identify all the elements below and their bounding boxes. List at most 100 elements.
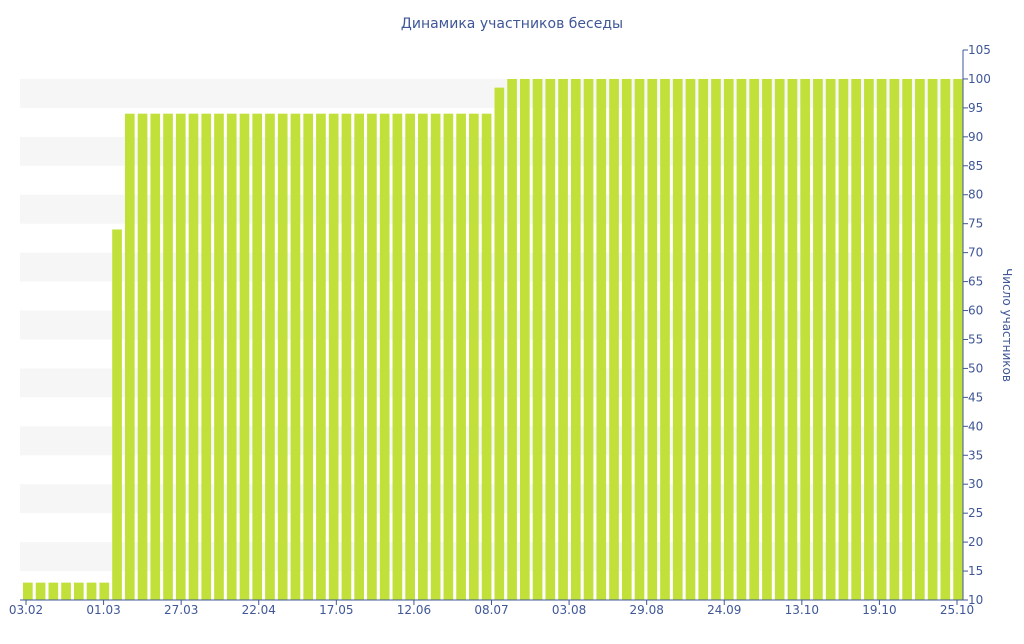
bar bbox=[838, 78, 849, 600]
bar bbox=[341, 113, 352, 601]
bar bbox=[813, 78, 823, 600]
bar bbox=[609, 78, 619, 600]
bar bbox=[73, 582, 84, 600]
y-tick-label: 35 bbox=[968, 448, 983, 462]
bar bbox=[558, 78, 568, 600]
y-axis-label: Число участников bbox=[1000, 268, 1014, 382]
bar bbox=[316, 113, 326, 601]
bar bbox=[800, 78, 811, 600]
y-tick-label: 65 bbox=[968, 275, 983, 289]
bar bbox=[86, 582, 97, 600]
y-tick-label: 85 bbox=[968, 159, 983, 173]
x-tick-label: 27.03 bbox=[164, 603, 198, 617]
bar bbox=[150, 113, 161, 601]
bar bbox=[277, 113, 288, 601]
bar bbox=[570, 78, 581, 600]
bar bbox=[481, 113, 492, 601]
y-tick-label: 45 bbox=[968, 390, 983, 404]
bar bbox=[354, 113, 364, 601]
y-axis: 10 15 20 25 30 35 40 45 50 55 60 65 70 75 80 85 90 95 100 1… bbox=[962, 43, 991, 607]
x-tick-label: 08.07 bbox=[474, 603, 508, 617]
y-tick-label: 25 bbox=[968, 506, 983, 520]
bar bbox=[915, 78, 925, 600]
bar bbox=[876, 78, 887, 600]
y-tick-label: 40 bbox=[968, 419, 983, 433]
bar bbox=[634, 78, 645, 600]
x-axis: 03.02 01.03 27.03 22.04 17.05 12.06 08.07 03.08… bbox=[9, 599, 974, 617]
bar bbox=[443, 113, 454, 601]
bar bbox=[392, 113, 403, 601]
bar bbox=[61, 582, 71, 600]
bar bbox=[175, 113, 186, 601]
bar bbox=[265, 113, 275, 601]
y-tick-label: 50 bbox=[968, 361, 983, 375]
bar bbox=[328, 113, 339, 601]
bar bbox=[48, 582, 59, 600]
bar bbox=[303, 113, 314, 601]
bar bbox=[851, 78, 861, 600]
bar bbox=[163, 113, 173, 601]
bar bbox=[940, 78, 951, 600]
bar bbox=[927, 78, 938, 600]
bar bbox=[137, 113, 148, 601]
bar bbox=[685, 78, 696, 600]
x-tick-label: 03.08 bbox=[552, 603, 586, 617]
bar bbox=[723, 78, 734, 600]
bar bbox=[124, 113, 135, 601]
bar bbox=[112, 229, 122, 600]
bar bbox=[647, 78, 658, 600]
bar bbox=[672, 78, 683, 600]
y-tick-label: 70 bbox=[968, 246, 983, 260]
bar bbox=[532, 78, 543, 600]
y-tick-label: 90 bbox=[968, 130, 983, 144]
bar bbox=[902, 78, 912, 600]
bar bbox=[214, 113, 224, 601]
bar bbox=[418, 113, 428, 601]
x-tick-label: 17.05 bbox=[319, 603, 353, 617]
chart-title: Динамика участников беседы bbox=[401, 16, 623, 32]
x-tick-label: 03.02 bbox=[9, 603, 43, 617]
bar bbox=[201, 113, 212, 601]
bar bbox=[188, 113, 199, 601]
bar bbox=[252, 113, 263, 601]
bar bbox=[226, 113, 237, 601]
bar bbox=[596, 78, 607, 600]
y-tick-label: 100 bbox=[968, 72, 991, 86]
bar bbox=[23, 582, 33, 600]
x-tick-label: 13.10 bbox=[785, 603, 819, 617]
bars bbox=[23, 78, 963, 601]
bar bbox=[774, 78, 785, 600]
bar bbox=[953, 78, 963, 600]
y-tick-label: 10 bbox=[968, 593, 983, 607]
bar bbox=[469, 113, 479, 601]
bar bbox=[711, 78, 721, 600]
bar bbox=[660, 78, 670, 600]
x-tick-label: 12.06 bbox=[397, 603, 431, 617]
bar bbox=[762, 78, 772, 600]
bar bbox=[519, 78, 530, 600]
bar bbox=[99, 582, 110, 600]
y-tick-label: 60 bbox=[968, 304, 983, 318]
bar bbox=[787, 78, 798, 600]
bar bbox=[239, 113, 250, 601]
bar bbox=[825, 78, 836, 600]
x-tick-label: 01.03 bbox=[86, 603, 120, 617]
bar bbox=[507, 78, 517, 600]
x-tick-label: 24.09 bbox=[707, 603, 741, 617]
bar bbox=[367, 113, 377, 601]
x-tick-label: 29.08 bbox=[629, 603, 663, 617]
y-tick-label: 15 bbox=[968, 564, 983, 578]
bar bbox=[621, 78, 632, 600]
bar bbox=[35, 582, 46, 600]
y-tick-label: 75 bbox=[968, 217, 983, 231]
bar bbox=[864, 78, 874, 600]
x-tick-label: 22.04 bbox=[242, 603, 276, 617]
y-tick-label: 80 bbox=[968, 188, 983, 202]
y-tick-label: 30 bbox=[968, 477, 983, 491]
x-tick-label: 19.10 bbox=[862, 603, 896, 617]
bar bbox=[749, 78, 760, 600]
y-tick-label: 55 bbox=[968, 332, 983, 346]
y-tick-label: 20 bbox=[968, 535, 983, 549]
